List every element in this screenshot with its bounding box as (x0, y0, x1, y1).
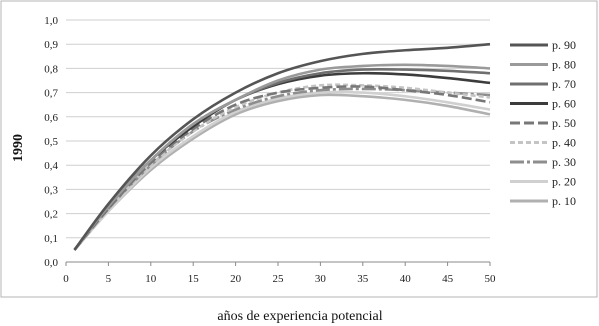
y-tick-label: 0,9 (44, 39, 58, 51)
series-line-p-20 (73, 90, 491, 251)
x-tick-label: 20 (230, 273, 242, 285)
x-axis-ticks: 0 5 10 15 20 25 30 35 40 45 50 (63, 262, 496, 285)
legend-label: p. 10 (552, 194, 576, 208)
y-axis-ticks: 0,0 0,1 0,2 0,3 0,4 0,5 0,6 0,7 0,8 0,9 1,0 (44, 15, 58, 269)
x-axis-title: años de experiencia potencial (217, 309, 382, 324)
y-axis-title: 1990 (11, 134, 26, 162)
y-tick-label: 0,2 (44, 209, 58, 221)
y-tick-label: 1,0 (44, 15, 58, 27)
y-tick-label: 0,1 (44, 233, 58, 245)
x-tick-label: 15 (188, 273, 200, 285)
x-tick-label: 35 (357, 273, 369, 285)
chart-border (0, 0, 598, 298)
series-line-p-80 (73, 63, 491, 251)
x-tick-label: 50 (485, 273, 497, 285)
y-tick-label: 0,8 (44, 63, 58, 75)
x-tick-label: 25 (273, 273, 285, 285)
x-tick-label: 10 (145, 273, 157, 285)
legend-label: p. 60 (552, 97, 576, 111)
legend-label: p. 90 (552, 38, 576, 52)
legend-label: p. 30 (552, 155, 576, 169)
x-tick-label: 0 (63, 273, 69, 285)
x-tick-label: 30 (315, 273, 327, 285)
y-tick-label: 0,6 (44, 112, 58, 124)
legend-label: p. 20 (552, 175, 576, 189)
y-tick-label: 0,3 (44, 184, 58, 196)
series-line-p-90 (73, 42, 491, 251)
legend-label: p. 70 (552, 77, 576, 91)
x-tick-label: 45 (442, 273, 454, 285)
legend-label: p. 50 (552, 116, 576, 130)
x-tick-label: 5 (106, 273, 112, 285)
gridlines (66, 19, 490, 263)
y-tick-label: 0,0 (44, 257, 58, 269)
legend-label: p. 80 (552, 58, 576, 72)
series-line-p-40 (73, 83, 491, 251)
y-tick-label: 0,5 (44, 136, 58, 148)
x-tick-label: 40 (400, 273, 412, 285)
legend-label: p. 40 (552, 136, 576, 150)
y-tick-label: 0,7 (44, 88, 58, 100)
y-tick-label: 0,4 (44, 160, 58, 172)
series-lines (73, 42, 491, 251)
legend: p. 90 p. 80 p. 70 p. 60 p. 50 p. 40 p. 30 p. 20… (510, 38, 576, 208)
